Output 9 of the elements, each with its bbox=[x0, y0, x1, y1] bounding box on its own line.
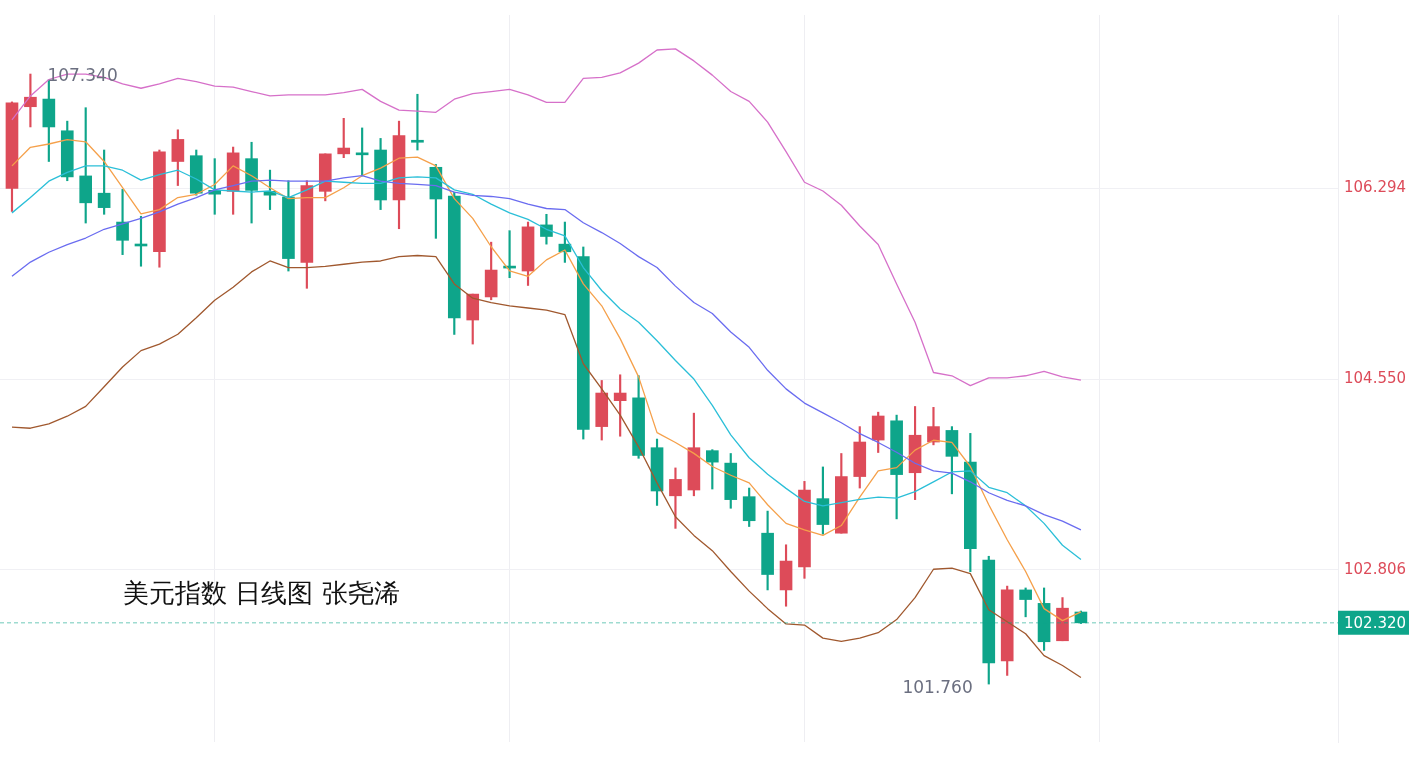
candlestick bbox=[116, 189, 129, 255]
y-tick-label: 102.806 bbox=[1344, 559, 1407, 578]
y-tick-label: 104.550 bbox=[1344, 368, 1407, 387]
y-tick-label: 106.294 bbox=[1344, 178, 1407, 197]
candlestick bbox=[669, 467, 682, 529]
ref-line-label: 102.320 bbox=[1344, 613, 1407, 632]
annotation: 101.760 bbox=[902, 677, 973, 698]
annotation: 美元指数 日线图 张尧浠 bbox=[123, 577, 400, 608]
candlestick bbox=[411, 93, 424, 151]
